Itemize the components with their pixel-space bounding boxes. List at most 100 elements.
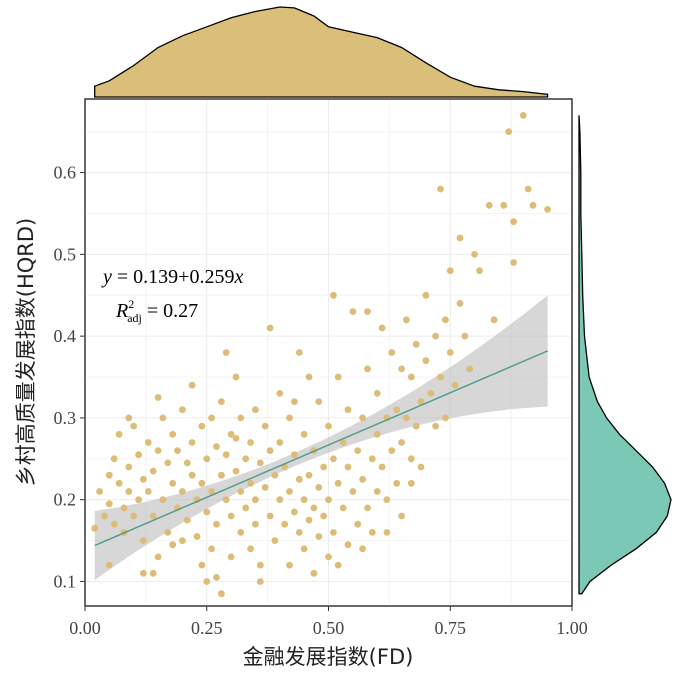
scatter-point (247, 439, 255, 446)
scatter-point (295, 349, 303, 356)
scatter-point (325, 553, 332, 561)
scatter-point (125, 488, 133, 495)
scatter-point (183, 516, 191, 524)
scatter-point (334, 373, 342, 381)
scatter-point (232, 467, 240, 475)
scatter-point (154, 394, 162, 401)
scatter-point (188, 439, 196, 446)
scatter-point (398, 512, 405, 520)
scatter-point (135, 451, 143, 459)
scatter-point (446, 267, 454, 275)
scatter-point (451, 381, 459, 389)
scatter-point (325, 422, 332, 430)
scatter-point (261, 422, 269, 430)
scatter-point (320, 512, 327, 520)
scatter-point (91, 524, 99, 532)
scatter-point (169, 430, 177, 438)
scatter-point (398, 439, 405, 446)
scatter-point (393, 479, 401, 487)
scatter-point (208, 414, 216, 422)
scatter-point (446, 349, 454, 356)
scatter-point (110, 455, 118, 463)
scatter-point (359, 545, 366, 553)
scatter-point (403, 316, 410, 324)
scatter-point (159, 414, 167, 422)
scatter-point (193, 533, 201, 540)
scatter-point (403, 414, 410, 422)
scatter-point (266, 324, 274, 332)
y-axis-title: 乡村高质量发展指数(HQRD) (14, 218, 38, 486)
scatter-point (315, 484, 323, 491)
scatter-point (110, 520, 118, 528)
scatter-point (144, 488, 152, 495)
scatter-point (334, 479, 342, 487)
scatter-point (407, 479, 415, 487)
scatter-point (208, 545, 216, 553)
marginal-x-density (94, 6, 549, 98)
scatter-point (330, 455, 337, 463)
scatter-point (291, 398, 298, 405)
scatter-point (476, 267, 483, 275)
scatter-point (183, 459, 191, 467)
scatter-point (203, 455, 211, 463)
scatter-point (383, 529, 391, 536)
scatter-point (364, 365, 371, 373)
x-axis-ticks: 0.00 0.25 0.50 0.75 1.00 (69, 606, 588, 638)
scatter-point (286, 488, 293, 495)
scatter-point (247, 479, 255, 487)
y-axis-ticks: 0.1 0.2 0.3 0.4 0.5 0.6 (54, 163, 85, 591)
scatter-point (407, 373, 415, 381)
scatter-point (471, 251, 478, 258)
scatter-point (485, 201, 493, 209)
scatter-point (222, 349, 230, 356)
scatter-point (154, 447, 162, 454)
scatter-point (227, 430, 235, 438)
scatter-point (383, 496, 391, 504)
scatter-point (237, 414, 245, 422)
regression-line (94, 350, 548, 547)
scatter-point (330, 529, 337, 536)
scatter-point (388, 349, 396, 356)
y-tick-label: 0.1 (54, 571, 77, 591)
scatter-point (305, 373, 313, 381)
scatter-point (305, 471, 313, 479)
scatter-point (218, 471, 225, 479)
scatter-point (130, 422, 138, 430)
scatter-point (291, 508, 298, 516)
scatter-point (412, 422, 420, 430)
scatter-point (295, 475, 303, 483)
scatter-point (461, 332, 469, 340)
scatter-point (208, 488, 216, 495)
scatter-point (286, 414, 293, 422)
x-tick-label: 0.50 (313, 618, 345, 638)
scatter-point (140, 537, 147, 544)
scatter-point (519, 112, 527, 119)
scatter-point (203, 508, 211, 516)
scatter-point (276, 496, 284, 504)
scatter-point (432, 422, 439, 430)
scatter-point (227, 553, 235, 561)
scatter-point (242, 455, 250, 463)
scatter-point (437, 373, 444, 381)
scatter-point (524, 185, 532, 193)
scatter-point (300, 496, 308, 504)
scatter-point (281, 520, 289, 528)
scatter-point (276, 390, 284, 397)
scatter-point (198, 422, 206, 430)
scatter-point (174, 447, 181, 454)
scatter-point (271, 471, 279, 479)
scatter-point (456, 300, 464, 307)
regression-equation: y = 0.139+0.259x (101, 266, 243, 288)
scatter-point (164, 459, 172, 467)
scatter-point (325, 496, 332, 504)
r-squared-label: R2 adj = 0.27 (115, 297, 198, 325)
scatter-point (213, 574, 220, 581)
scatter-point (320, 463, 327, 471)
scatter-point (368, 455, 376, 463)
scatter-point (417, 398, 425, 405)
scatter-point (339, 439, 347, 446)
scatter-point (232, 435, 240, 442)
scatter-point (490, 316, 498, 324)
y-tick-label: 0.5 (54, 244, 77, 264)
